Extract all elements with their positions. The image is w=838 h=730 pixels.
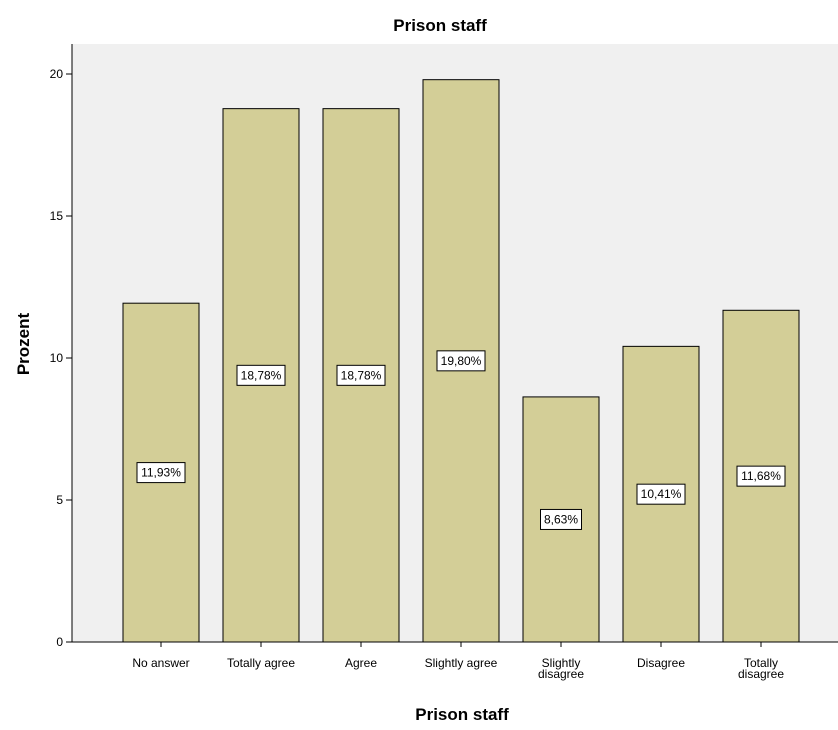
bars: 11,93% 18,78% 18,78% 19,80% 8,63% 10,41% 11,68… [122, 79, 800, 643]
y-axis-title: Prozent [14, 312, 33, 375]
x-tick-label: Agree [345, 656, 377, 670]
data-label: 8,63% [544, 512, 578, 526]
y-tick-label: 5 [56, 493, 63, 507]
y-tick-label: 10 [50, 351, 64, 365]
y-tick-label: 0 [56, 635, 63, 649]
data-label-box [136, 462, 186, 484]
x-axis-title: Prison staff [415, 705, 509, 724]
y-axis: 0 5 10 15 20 [50, 44, 73, 649]
x-axis: No answer Totally agree Agree Slightly agre… [72, 641, 838, 681]
data-label: 10,41% [641, 487, 682, 501]
chart-title: Prison staff [393, 16, 487, 35]
x-tick-label: Totally agree [227, 656, 295, 670]
y-tick-label: 20 [50, 67, 64, 81]
bar [122, 302, 200, 643]
x-tick-label: Totally disagree [738, 656, 784, 681]
data-label: 18,78% [341, 368, 382, 382]
x-tick-label: No answer [132, 656, 189, 670]
data-label-box [336, 364, 386, 386]
x-tick-label: Slightly agree [425, 656, 498, 670]
data-label-box [236, 364, 286, 386]
data-label: 18,78% [241, 368, 282, 382]
data-label-box [540, 508, 582, 530]
x-tick-label: Disagree [637, 656, 685, 670]
data-label-box [636, 483, 686, 505]
data-label: 11,68% [741, 469, 781, 483]
data-label: 11,93% [141, 466, 181, 480]
data-label: 19,80% [441, 354, 482, 368]
x-tick-label: Slightly disagree [538, 656, 584, 681]
y-tick-label: 15 [50, 209, 64, 223]
data-label-box [736, 465, 786, 487]
data-label-box [436, 350, 486, 372]
